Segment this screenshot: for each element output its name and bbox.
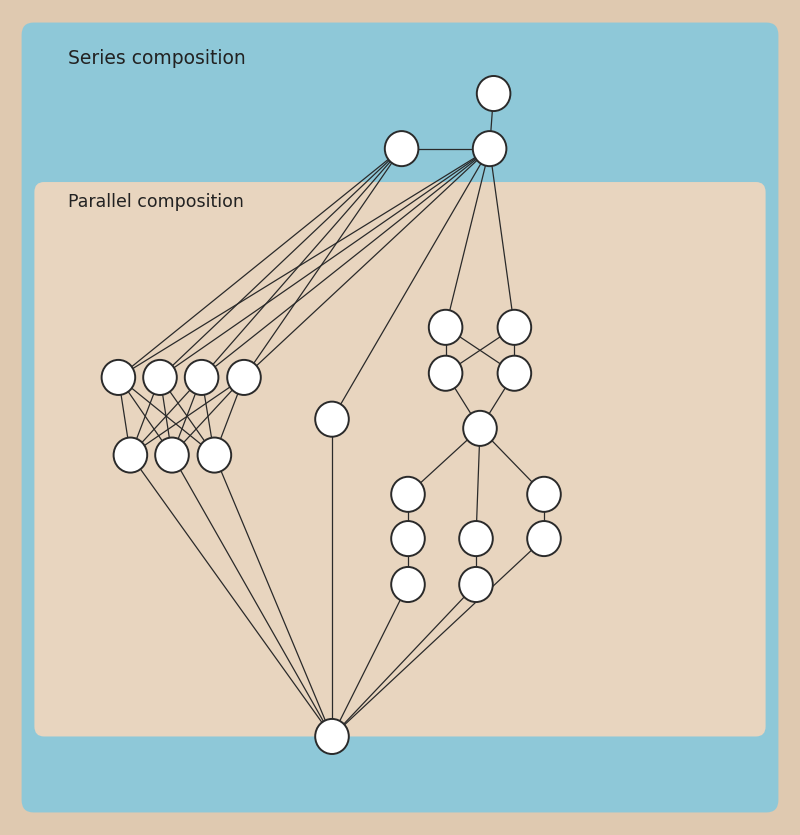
Circle shape — [185, 360, 218, 395]
FancyBboxPatch shape — [22, 23, 778, 812]
Text: Series composition: Series composition — [68, 49, 246, 68]
Circle shape — [498, 310, 531, 345]
Circle shape — [473, 131, 506, 166]
Circle shape — [391, 521, 425, 556]
Text: Parallel composition: Parallel composition — [68, 193, 244, 211]
Circle shape — [391, 567, 425, 602]
Circle shape — [429, 310, 462, 345]
Circle shape — [391, 477, 425, 512]
Circle shape — [463, 411, 497, 446]
Circle shape — [198, 438, 231, 473]
FancyBboxPatch shape — [34, 182, 766, 736]
Circle shape — [459, 567, 493, 602]
Circle shape — [385, 131, 418, 166]
Circle shape — [114, 438, 147, 473]
Circle shape — [498, 356, 531, 391]
Circle shape — [459, 521, 493, 556]
Circle shape — [315, 402, 349, 437]
Circle shape — [143, 360, 177, 395]
FancyBboxPatch shape — [46, 209, 270, 718]
Circle shape — [429, 356, 462, 391]
Circle shape — [315, 719, 349, 754]
FancyBboxPatch shape — [278, 209, 374, 718]
FancyBboxPatch shape — [6, 6, 794, 829]
Circle shape — [155, 438, 189, 473]
Circle shape — [527, 477, 561, 512]
Circle shape — [477, 76, 510, 111]
Circle shape — [227, 360, 261, 395]
Circle shape — [102, 360, 135, 395]
Circle shape — [527, 521, 561, 556]
FancyBboxPatch shape — [382, 209, 726, 718]
